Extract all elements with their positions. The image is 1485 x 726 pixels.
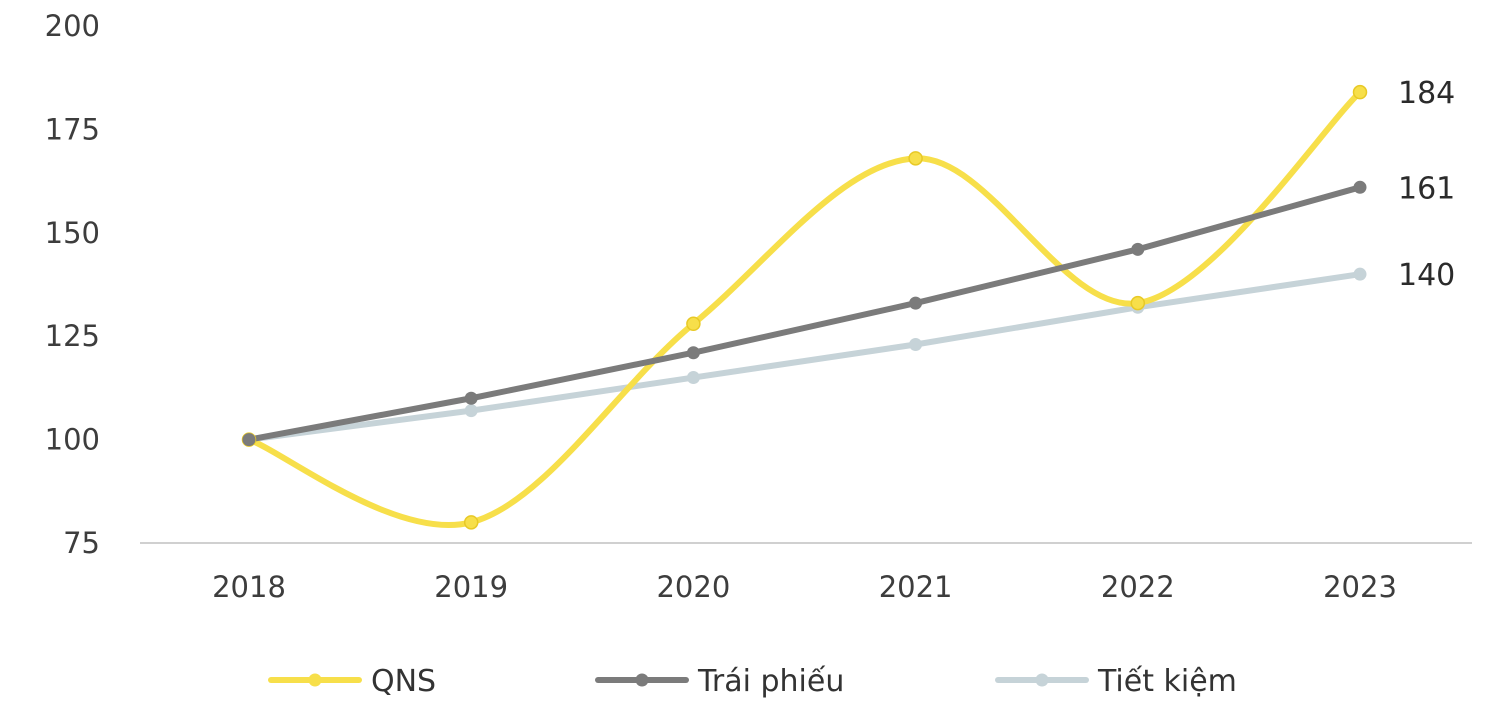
y-tick-label: 75 xyxy=(63,526,100,560)
end-labels: 184 161 140 xyxy=(1398,76,1455,293)
data-point xyxy=(1353,267,1367,281)
x-tick-label: 2021 xyxy=(879,570,953,604)
legend-swatch-marker xyxy=(635,673,649,687)
x-tick-label: 2018 xyxy=(212,570,286,604)
data-point xyxy=(1131,242,1145,256)
data-point xyxy=(686,316,701,332)
series-line xyxy=(246,271,1363,443)
data-point xyxy=(909,296,923,310)
data-point xyxy=(686,346,700,360)
legend-label: Trái phiếu xyxy=(697,664,844,699)
data-point xyxy=(1130,295,1146,311)
y-tick-label: 200 xyxy=(45,9,100,43)
legend-swatch-marker xyxy=(1035,673,1049,687)
legend: QNS Trái phiếu Tiết kiệm xyxy=(268,664,1237,699)
series-line xyxy=(246,184,1363,443)
data-point xyxy=(464,404,478,418)
data-point xyxy=(1352,84,1368,100)
data-point xyxy=(908,151,923,166)
y-tick-label: 125 xyxy=(45,319,100,353)
y-axis-ticks: 75 100 125 150 175 200 xyxy=(45,9,100,560)
x-tick-label: 2020 xyxy=(656,570,730,604)
end-value-label: 140 xyxy=(1398,258,1455,293)
data-point xyxy=(686,371,700,385)
legend-label: Tiết kiệm xyxy=(1097,664,1237,699)
data-point xyxy=(242,433,256,447)
data-point xyxy=(909,337,923,351)
series-lines xyxy=(246,89,1363,528)
legend-swatch-marker xyxy=(308,673,322,687)
legend-label: QNS xyxy=(371,664,436,699)
series-points xyxy=(241,84,1368,530)
x-tick-label: 2022 xyxy=(1101,570,1175,604)
data-point xyxy=(463,515,479,530)
data-point xyxy=(464,391,478,405)
series-line xyxy=(246,89,1363,528)
end-value-label: 161 xyxy=(1398,171,1455,206)
y-tick-label: 100 xyxy=(45,423,100,457)
data-point xyxy=(1353,180,1367,194)
y-tick-label: 150 xyxy=(45,216,100,250)
x-tick-label: 2023 xyxy=(1323,570,1397,604)
x-axis-ticks: 2018 2019 2020 2021 2022 2023 xyxy=(212,570,1397,604)
x-tick-label: 2019 xyxy=(434,570,508,604)
y-tick-label: 175 xyxy=(45,112,100,146)
end-value-label: 184 xyxy=(1398,76,1455,111)
